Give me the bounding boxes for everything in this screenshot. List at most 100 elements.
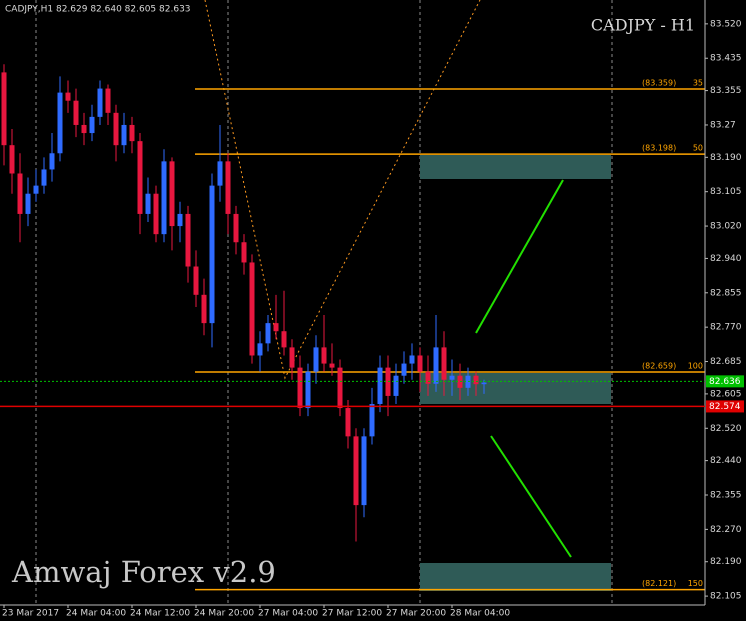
candle-body xyxy=(41,169,47,186)
x-tick-label: 24 Mar 04:00 xyxy=(66,609,126,619)
watermark: Amwaj Forex v2.9 xyxy=(11,555,276,589)
candle-body xyxy=(313,347,319,372)
y-tick-label: 83.190 xyxy=(710,153,742,163)
fib-level-label: 35 xyxy=(693,78,703,87)
fib-level-label: 100 xyxy=(688,362,703,371)
candle-body xyxy=(113,112,119,146)
candle-body xyxy=(121,124,127,146)
target-zone xyxy=(420,155,611,179)
y-tick-label: 82.190 xyxy=(710,557,742,567)
y-tick-label: 83.105 xyxy=(710,187,742,197)
candle-body xyxy=(329,363,335,368)
candle-body xyxy=(449,375,455,380)
candle-body xyxy=(25,193,31,214)
candle-body xyxy=(73,100,79,125)
fib-price-label: (83.198) xyxy=(642,144,676,153)
candle-body xyxy=(217,161,223,186)
fib-price-label: (82.659) xyxy=(642,362,676,371)
candle-body xyxy=(273,323,279,332)
candle-body xyxy=(369,404,375,437)
y-tick-label: 82.685 xyxy=(710,357,742,367)
stop-label-box xyxy=(706,400,744,413)
header: CADJPY,H1 82.629 82.640 82.605 82.633 xyxy=(5,5,191,15)
y-tick-label: 83.27 xyxy=(710,120,736,130)
stop-label: 82.574 xyxy=(709,402,741,412)
plot xyxy=(1,64,705,591)
candle-body xyxy=(441,347,447,380)
candle-body xyxy=(425,371,431,384)
x-tick-label: 23 Mar 2017 xyxy=(2,609,59,619)
y-tick-label: 82.105 xyxy=(710,592,742,602)
candle-body xyxy=(129,124,135,142)
candle-body xyxy=(473,375,479,385)
chart-title: CADJPY - H1 xyxy=(591,16,695,35)
fib-price-label: (82.121) xyxy=(642,579,676,588)
fib-price-label: (83.359) xyxy=(642,78,676,87)
zigzag xyxy=(204,0,481,380)
candle-body xyxy=(353,436,359,506)
candle-body xyxy=(409,355,415,364)
y-tick-label: 83.020 xyxy=(710,222,742,232)
candle-body xyxy=(185,213,191,267)
candle-body xyxy=(57,92,63,154)
candle-body xyxy=(177,213,183,227)
bid-label-box xyxy=(706,375,744,388)
candle-body xyxy=(321,347,327,364)
candle-body xyxy=(145,193,151,214)
candle-body xyxy=(233,213,239,243)
candle-body xyxy=(1,72,7,146)
y-tick-label: 82.270 xyxy=(710,525,742,535)
y-tick-label: 82.520 xyxy=(710,424,742,434)
x-tick-label: 27 Mar 04:00 xyxy=(258,609,318,619)
y-tick-label: 83.355 xyxy=(710,86,742,96)
entry-zone xyxy=(420,373,611,404)
candle-body xyxy=(305,371,311,409)
candle-body xyxy=(209,185,215,324)
separators xyxy=(35,0,613,605)
candle-body xyxy=(393,375,399,396)
bid-label: 82.636 xyxy=(709,377,741,387)
candle-body xyxy=(81,124,87,134)
candle-body xyxy=(33,185,39,194)
candle-body xyxy=(153,193,159,235)
candle-body xyxy=(241,242,247,263)
candle-body xyxy=(225,161,231,214)
candle-body xyxy=(297,367,303,409)
x-tick-label: 27 Mar 12:00 xyxy=(322,609,382,619)
y-tick-label: 82.940 xyxy=(710,254,742,264)
arrow-down xyxy=(490,435,572,558)
y-tick-label: 82.440 xyxy=(710,456,742,466)
y-tick-label: 82.770 xyxy=(710,323,742,333)
y-tick-label: 82.605 xyxy=(710,389,742,399)
candle-body xyxy=(17,173,23,214)
candle-body xyxy=(265,323,271,344)
candle-body xyxy=(49,153,55,170)
target-zone xyxy=(420,563,611,591)
candle-body xyxy=(417,355,423,372)
candle-body xyxy=(401,363,407,376)
candle-body xyxy=(289,347,295,368)
candle-body xyxy=(481,382,487,385)
arrow-up xyxy=(475,179,564,334)
x-tick-label: 24 Mar 12:00 xyxy=(130,609,190,619)
y-tick-label: 82.855 xyxy=(710,288,742,298)
x-tick-label: 24 Mar 20:00 xyxy=(194,609,254,619)
y-tick-label: 83.520 xyxy=(710,19,742,29)
candle-body xyxy=(169,161,175,227)
candle-body xyxy=(97,88,103,117)
candle-body xyxy=(281,331,287,348)
candle-body xyxy=(201,294,207,324)
candle-body xyxy=(161,161,167,235)
fib-level-label: 150 xyxy=(688,579,703,588)
x-tick-label: 27 Mar 20:00 xyxy=(386,609,446,619)
candle-body xyxy=(9,145,15,174)
candle-body xyxy=(89,116,95,134)
candle-body xyxy=(193,266,199,295)
y-tick-label: 82.355 xyxy=(710,491,742,501)
candle-body xyxy=(345,408,351,437)
candle-body xyxy=(257,343,263,356)
candle-body xyxy=(377,367,383,405)
candle-body xyxy=(337,367,343,409)
